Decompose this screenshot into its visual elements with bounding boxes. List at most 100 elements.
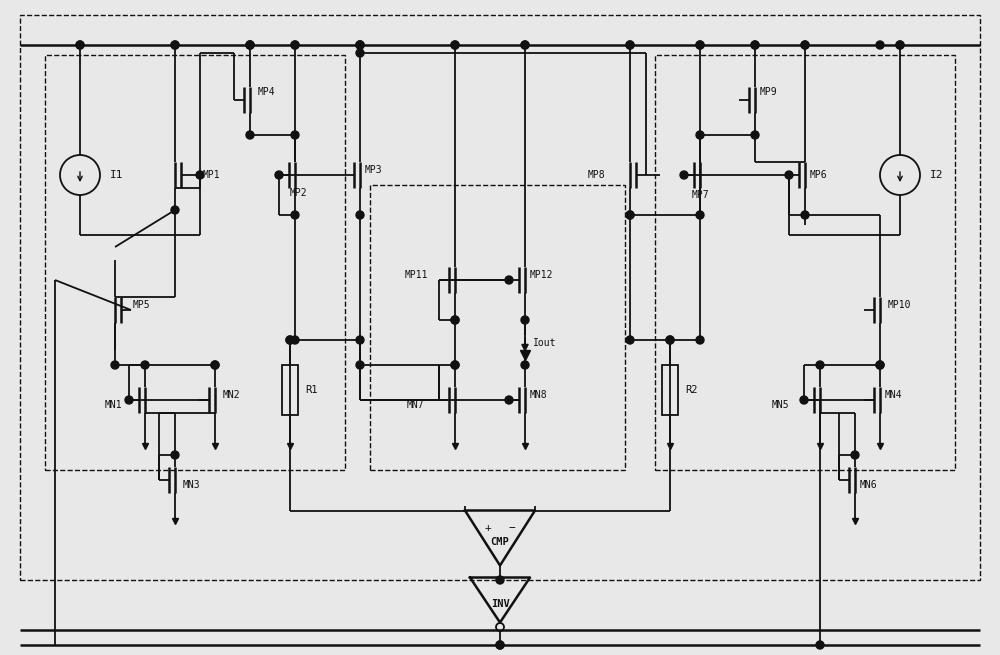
Circle shape — [800, 396, 808, 404]
Circle shape — [896, 41, 904, 49]
Text: I1: I1 — [110, 170, 124, 180]
Circle shape — [626, 41, 634, 49]
Circle shape — [696, 131, 704, 139]
Text: MN5: MN5 — [772, 400, 790, 410]
Text: MP3: MP3 — [365, 165, 383, 175]
Circle shape — [356, 41, 364, 49]
Circle shape — [801, 211, 809, 219]
Circle shape — [246, 41, 254, 49]
Circle shape — [751, 131, 759, 139]
Circle shape — [246, 41, 254, 49]
Circle shape — [275, 171, 283, 179]
Circle shape — [291, 131, 299, 139]
Circle shape — [356, 361, 364, 369]
Text: MN3: MN3 — [183, 480, 201, 490]
Bar — [282, 365, 298, 415]
Text: INV: INV — [491, 599, 509, 609]
Text: −: − — [509, 523, 515, 533]
Circle shape — [246, 41, 254, 49]
Circle shape — [451, 41, 459, 49]
Circle shape — [111, 361, 119, 369]
Circle shape — [801, 41, 809, 49]
Text: MP10: MP10 — [888, 300, 912, 310]
Circle shape — [286, 336, 294, 344]
Text: R1: R1 — [305, 385, 318, 395]
Circle shape — [751, 41, 759, 49]
Circle shape — [666, 336, 674, 344]
Circle shape — [496, 576, 504, 584]
Circle shape — [496, 641, 504, 649]
Text: MP9: MP9 — [760, 87, 778, 97]
Text: +: + — [485, 523, 491, 533]
Circle shape — [141, 361, 149, 369]
Circle shape — [521, 41, 529, 49]
Text: MP2: MP2 — [290, 188, 308, 198]
Text: MN8: MN8 — [530, 390, 548, 400]
Text: MP4: MP4 — [258, 87, 276, 97]
Text: MN1: MN1 — [105, 400, 123, 410]
Circle shape — [626, 211, 634, 219]
Circle shape — [125, 396, 133, 404]
Circle shape — [785, 171, 793, 179]
Circle shape — [356, 41, 364, 49]
Text: MN6: MN6 — [860, 480, 878, 490]
Circle shape — [666, 336, 674, 344]
Text: MN2: MN2 — [223, 390, 241, 400]
Text: MP5: MP5 — [133, 300, 151, 310]
Circle shape — [876, 41, 884, 49]
Circle shape — [505, 396, 513, 404]
Bar — [662, 365, 678, 415]
Circle shape — [211, 361, 219, 369]
Circle shape — [171, 206, 179, 214]
Circle shape — [751, 41, 759, 49]
Circle shape — [356, 41, 364, 49]
Circle shape — [696, 211, 704, 219]
Text: MP1: MP1 — [203, 170, 221, 180]
Circle shape — [286, 336, 294, 344]
Circle shape — [505, 276, 513, 284]
Text: MP6: MP6 — [810, 170, 828, 180]
Text: MP7: MP7 — [692, 190, 710, 200]
Circle shape — [626, 336, 634, 344]
Circle shape — [521, 316, 529, 324]
Circle shape — [521, 361, 529, 369]
Circle shape — [291, 211, 299, 219]
Text: CMP: CMP — [491, 537, 509, 547]
Circle shape — [451, 316, 459, 324]
Bar — [20, 15, 980, 580]
Circle shape — [171, 41, 179, 49]
Circle shape — [680, 171, 688, 179]
Circle shape — [896, 41, 904, 49]
Circle shape — [696, 41, 704, 49]
Circle shape — [246, 131, 254, 139]
Text: Iout: Iout — [533, 338, 556, 348]
Circle shape — [356, 49, 364, 57]
Text: MP11: MP11 — [405, 270, 428, 280]
Circle shape — [196, 171, 204, 179]
Circle shape — [76, 41, 84, 49]
Text: I2: I2 — [930, 170, 944, 180]
Circle shape — [451, 316, 459, 324]
Circle shape — [626, 41, 634, 49]
Circle shape — [356, 211, 364, 219]
Bar — [370, 185, 625, 470]
Circle shape — [851, 451, 859, 459]
Circle shape — [291, 41, 299, 49]
Circle shape — [496, 641, 504, 649]
Circle shape — [816, 361, 824, 369]
Circle shape — [171, 451, 179, 459]
Text: MP12: MP12 — [530, 270, 554, 280]
Text: MN7: MN7 — [407, 400, 425, 410]
Circle shape — [521, 41, 529, 49]
Circle shape — [696, 41, 704, 49]
Circle shape — [451, 41, 459, 49]
Circle shape — [211, 361, 219, 369]
Circle shape — [696, 336, 704, 344]
Circle shape — [356, 336, 364, 344]
Circle shape — [816, 641, 824, 649]
Circle shape — [451, 361, 459, 369]
Circle shape — [291, 41, 299, 49]
Circle shape — [451, 361, 459, 369]
Circle shape — [876, 361, 884, 369]
Circle shape — [876, 361, 884, 369]
